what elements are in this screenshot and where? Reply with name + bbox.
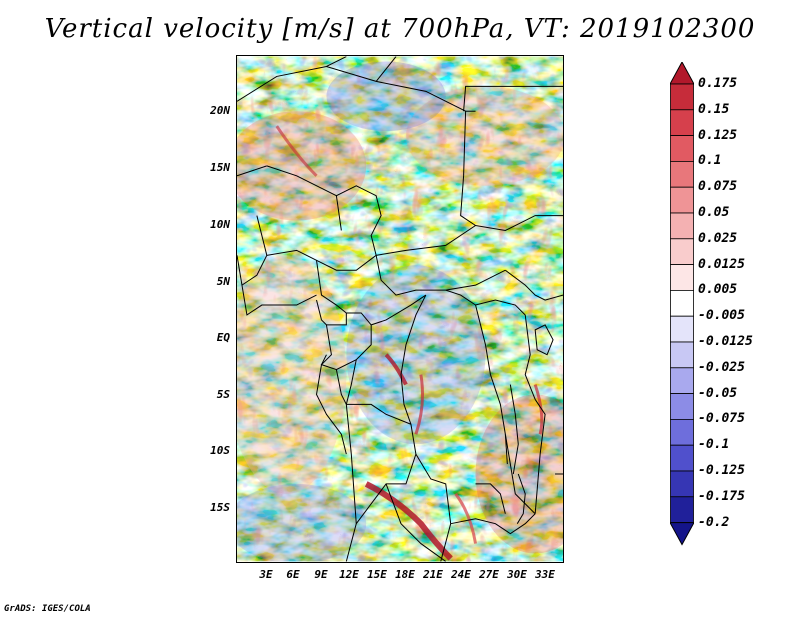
colorbar [670, 62, 694, 546]
colorbar-segment [670, 289, 694, 317]
colorbar-tick-label: 0.005 [698, 282, 738, 298]
lon-label-33e: 33E [535, 568, 555, 581]
lon-label-21e: 21E [423, 568, 443, 581]
colorbar-tick-label: -0.025 [698, 359, 745, 375]
colorbar-top-arrow [670, 62, 694, 85]
lat-label-5s: 5S [216, 388, 230, 401]
colorbar-segment [670, 186, 694, 214]
lon-label-9e: 9E [314, 568, 328, 581]
lon-label-6e: 6E [286, 568, 300, 581]
colorbar-tick-label: -0.005 [698, 308, 745, 324]
lon-label-30e: 30E [507, 568, 527, 581]
lon-label-18e: 18E [395, 568, 415, 581]
colorbar-tick-label: 0.075 [698, 179, 738, 195]
colorbar-tick-label: -0.075 [698, 411, 745, 427]
colorbar-segment [670, 212, 694, 240]
colorbar-segment [670, 418, 694, 446]
colorbar-bottom-arrow [670, 522, 694, 546]
lat-label-5n: 5N [216, 275, 230, 288]
colorbar-tick-label: 0.0125 [698, 256, 745, 272]
colorbar-segment [670, 315, 694, 343]
colorbar-segment [670, 238, 694, 266]
colorbar-tick-label: 0.125 [698, 127, 738, 143]
lon-label-24e: 24E [451, 568, 471, 581]
lat-label-15s: 15S [210, 501, 230, 514]
lon-label-3e: 3E [259, 568, 273, 581]
lat-label-10s: 10S [210, 444, 230, 457]
lat-label-15n: 15N [210, 161, 230, 174]
colorbar-tick-label: -0.0125 [698, 334, 753, 349]
colorbar-segment [670, 135, 694, 162]
lat-label-20n: 20N [210, 104, 230, 117]
colorbar-tick-label: -0.05 [698, 385, 738, 401]
colorbar-segment [670, 393, 694, 420]
colorbar-segment [670, 161, 694, 188]
colorbar-segment [670, 470, 694, 498]
vertical-velocity-field [236, 55, 564, 563]
colorbar-segment [670, 264, 694, 291]
colorbar-tick-label: 0.05 [698, 205, 730, 220]
colorbar-tick-label: 0.025 [698, 230, 738, 246]
footer-credit: GrADS: IGES/COLA [4, 604, 91, 614]
colorbar-segment [670, 109, 694, 136]
colorbar-tick-label: 0.15 [698, 101, 730, 117]
colorbar-segment [670, 444, 694, 472]
colorbar-tick-label: -0.2 [698, 514, 730, 530]
colorbar-tick-label: 0.175 [698, 76, 738, 91]
colorbar-tick-label: 0.1 [698, 153, 722, 169]
colorbar-segment [670, 496, 694, 523]
lat-label-10n: 10N [210, 218, 230, 231]
colorbar-tick-label: -0.125 [698, 463, 745, 478]
lon-label-27e: 27E [479, 568, 499, 581]
colorbar-tick-label: -0.175 [698, 488, 745, 504]
lon-label-12e: 12E [339, 568, 359, 581]
colorbar-segment [670, 83, 694, 111]
lat-label-eq: EQ [216, 331, 230, 344]
colorbar-segment [670, 367, 694, 394]
chart-title: Vertical velocity [m/s] at 700hPa, VT: 2… [44, 14, 756, 44]
colorbar-segment [670, 341, 694, 369]
map-panel [236, 55, 564, 563]
colorbar-tick-label: -0.1 [698, 437, 730, 453]
lon-label-15e: 15E [367, 568, 387, 581]
